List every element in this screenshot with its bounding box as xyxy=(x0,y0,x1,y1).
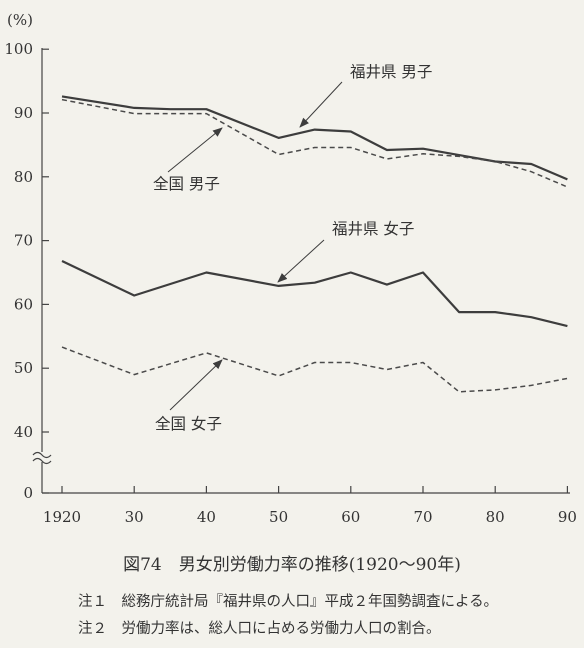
axes xyxy=(41,48,570,494)
series-line-fukui-female xyxy=(61,260,568,328)
x-tick-label: 30 xyxy=(125,508,144,526)
y-axis-unit: (%) xyxy=(7,11,33,29)
y-tick-label: 50 xyxy=(14,359,33,377)
x-tick-label: 80 xyxy=(486,508,505,526)
annotation-arrow-national-female xyxy=(169,359,223,411)
y-tick-label: 90 xyxy=(14,104,33,122)
annotation-arrow-fukui-male xyxy=(299,81,343,128)
annotation-arrow-national-male xyxy=(167,127,223,173)
x-tick-label: 40 xyxy=(197,508,216,526)
x-tick-label: 50 xyxy=(269,508,288,526)
y-tick-label: 60 xyxy=(14,295,33,313)
y-tick-label: 100 xyxy=(4,40,33,58)
y-tick-label: 0 xyxy=(23,484,33,502)
note-source: 注１ 総務庁統計局『福井県の人口』平成２年国勢調査による。 xyxy=(78,594,499,610)
axis-break-mark xyxy=(32,451,52,465)
x-tick-label: 70 xyxy=(413,508,432,526)
y-tick-label: 40 xyxy=(14,423,33,441)
series-lines xyxy=(61,95,568,393)
x-tick-label: 60 xyxy=(341,508,360,526)
annotation-national-male: 全国 男子 xyxy=(153,175,220,193)
y-tick-label: 80 xyxy=(14,168,33,186)
x-tick-label: 1920 xyxy=(43,508,81,526)
y-tick-label: 70 xyxy=(14,232,33,250)
series-line-national-male xyxy=(61,98,568,188)
series-line-national-female xyxy=(61,346,568,393)
y-axis-ticks: 0 40 50 60 70 80 90 100 xyxy=(4,40,49,502)
annotation-arrow-fukui-female xyxy=(277,239,325,283)
annotation-fukui-male: 福井県 男子 xyxy=(350,63,432,81)
x-axis-ticks: 1920 30 40 50 60 70 80 90 xyxy=(43,486,577,526)
figure-caption: 図74 男女別労働力率の推移(1920〜90年) xyxy=(123,555,461,575)
annotation-fukui-female: 福井県 女子 xyxy=(332,219,414,238)
annotation-national-female: 全国 女子 xyxy=(155,414,222,433)
series-line-fukui-male xyxy=(61,95,568,181)
x-tick-label: 90 xyxy=(558,508,577,526)
note-definition: 注２ 労働力率は、総人口に占める労働力人口の割合。 xyxy=(78,621,441,637)
